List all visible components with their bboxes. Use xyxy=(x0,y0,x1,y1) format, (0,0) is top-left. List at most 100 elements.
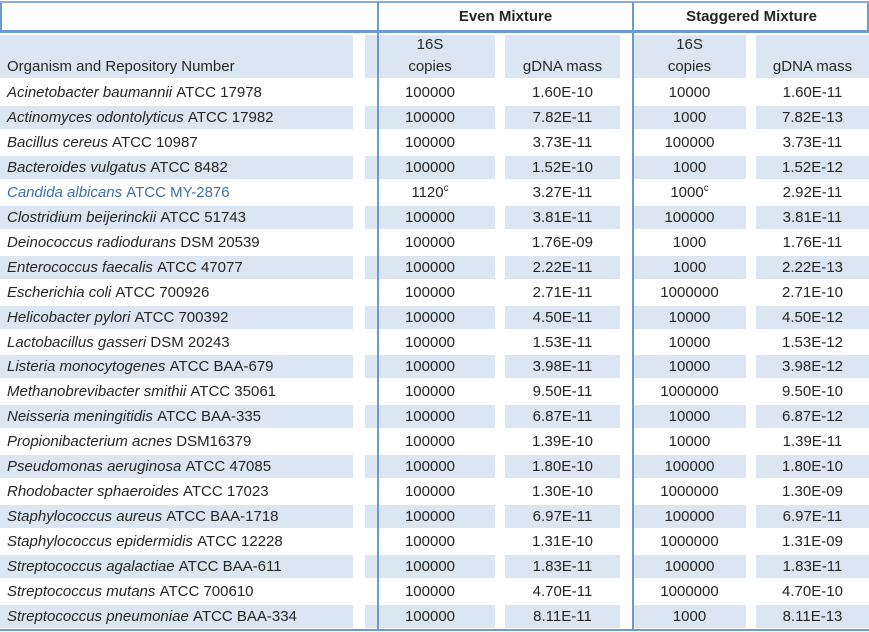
cell-value: 100000 xyxy=(404,108,456,126)
column-gap xyxy=(353,33,365,80)
column-gap xyxy=(746,429,756,455)
column-gap xyxy=(620,579,633,605)
staggered-16s-copies-cell: 10000 xyxy=(633,404,746,430)
even-16s-copies-cell: 100000 xyxy=(365,279,495,305)
cell-value: 1.83E-11 xyxy=(782,558,843,576)
staggered-gdna-mass-cell: 8.11E-13 xyxy=(756,604,869,629)
even-16s-copies-cell: 100000 xyxy=(365,504,495,530)
cell-value: 100000 xyxy=(404,458,456,476)
even-mixture-header: Even Mixture xyxy=(458,8,553,25)
column-gap xyxy=(353,204,365,230)
cell-value: 1000000 xyxy=(660,533,719,551)
column-gap xyxy=(746,80,756,105)
staggered-16s-copies-cell: 100000 xyxy=(633,554,746,580)
species-name: Helicobacter pylori xyxy=(7,308,131,326)
table-row: Escherichia coli ATCC 700926 100000 2.71E-… xyxy=(0,279,869,305)
table-row: Bacillus cereus ATCC 10987 100000 3.73E-11… xyxy=(0,129,869,155)
organism-cell: Lactobacillus gasseri DSM 20243 xyxy=(0,329,353,355)
cell-value: 8.11E-13 xyxy=(782,607,843,625)
species-name: Clostridium beijerinckii xyxy=(7,208,157,226)
table-left-border xyxy=(0,3,2,30)
species-name: Deinococcus radiodurans xyxy=(7,233,177,251)
even-16s-copies-cell: 100000 xyxy=(365,379,495,405)
repository-number: ATCC 17982 xyxy=(183,108,274,126)
organism-cell: Propionibacterium acnes DSM16379 xyxy=(0,429,353,455)
cell-value: 1.60E-11 xyxy=(782,83,843,101)
species-name: Methanobrevibacter smithii xyxy=(7,383,187,401)
staggered-16s-copies-cell: 100000 xyxy=(633,204,746,230)
even-gdna-mass-cell: 6.87E-11 xyxy=(505,404,620,430)
even-gdna-mass-cell: 3.27E-11 xyxy=(505,179,620,205)
organism-cell: Pseudomonas aeruginosa ATCC 47085 xyxy=(0,454,353,480)
footnote-marker: c xyxy=(443,182,449,194)
cell-value: 100000 xyxy=(404,308,456,326)
column-gap xyxy=(495,379,505,405)
cell-value: 1.53E-12 xyxy=(782,333,843,351)
table-row: Streptococcus agalactiae ATCC BAA-611 100… xyxy=(0,554,869,580)
cell-value: 100000 xyxy=(404,533,456,551)
column-gap xyxy=(495,304,505,330)
even-16s-copies-cell: 100000 xyxy=(365,154,495,180)
column-gap xyxy=(620,504,633,530)
table-row: Clostridium beijerinckii ATCC 51743 10000… xyxy=(0,204,869,230)
organism-cell: Streptococcus pneumoniae ATCC BAA-334 xyxy=(0,604,353,629)
even-gdna-mass-cell: 1.76E-09 xyxy=(505,229,620,255)
even-gdna-mass-cell: 9.50E-11 xyxy=(505,379,620,405)
cell-value: 100000 xyxy=(404,358,456,376)
cell-value: 2.71E-11 xyxy=(532,283,593,301)
organism-cell: Listeria monocytogenes ATCC BAA-679 xyxy=(0,354,353,380)
cell-value: 6.97E-11 xyxy=(532,508,593,526)
column-header-band: Organism and Repository Number 16S copie… xyxy=(0,33,869,80)
column-gap xyxy=(495,604,505,629)
cell-value: 9.50E-10 xyxy=(782,383,843,401)
even-gdna-mass-cell: 1.83E-11 xyxy=(505,554,620,580)
column-gap xyxy=(620,354,633,380)
staggered-16s-copies-cell: 1000c xyxy=(633,179,746,205)
column-gap xyxy=(746,129,756,155)
column-gap xyxy=(495,529,505,555)
column-gap xyxy=(353,454,365,480)
species-name: Actinomyces odontolyticus xyxy=(7,108,184,126)
cell-value: 6.97E-11 xyxy=(782,508,843,526)
cell-value: 10000 xyxy=(668,408,711,426)
even-gdna-mass-cell: 1.53E-11 xyxy=(505,329,620,355)
even-gdna-mass-cell: 6.97E-11 xyxy=(505,504,620,530)
column-gap xyxy=(620,529,633,555)
table-row: Streptococcus pneumoniae ATCC BAA-334 100… xyxy=(0,604,869,629)
even-16s-copies-header: 16S copies xyxy=(365,33,495,80)
column-gap xyxy=(746,579,756,605)
even-16s-copies-cell: 100000 xyxy=(365,479,495,505)
cell-value: 100000 xyxy=(404,583,456,601)
even-gdna-mass-cell: 4.50E-11 xyxy=(505,304,620,330)
staggered-gdna-mass-cell: 2.71E-10 xyxy=(756,279,869,305)
cell-value: 100000 xyxy=(404,258,456,276)
even-gdna-mass-cell: 7.82E-11 xyxy=(505,104,620,130)
staggered-gdna-mass-cell: 1.80E-10 xyxy=(756,454,869,480)
cell-value: 2.71E-10 xyxy=(782,283,843,301)
staggered-16s-copies-cell: 10000 xyxy=(633,354,746,380)
column-gap xyxy=(495,154,505,180)
table-row: Candida albicans ATCC MY-2876 1120c 3.27E-… xyxy=(0,179,869,205)
cell-value: 100000 xyxy=(404,607,456,625)
column-gap xyxy=(495,454,505,480)
table-row: Rhodobacter sphaeroides ATCC 17023 100000… xyxy=(0,479,869,505)
species-name: Bacteroides vulgatus xyxy=(7,158,147,176)
even-gdna-mass-cell: 1.80E-10 xyxy=(505,454,620,480)
column-gap xyxy=(746,379,756,405)
column-gap xyxy=(746,279,756,305)
staggered-16s-copies-cell: 10000 xyxy=(633,429,746,455)
organism-cell: Staphylococcus epidermidis ATCC 12228 xyxy=(0,529,353,555)
cell-value: 100000 xyxy=(404,333,456,351)
organism-cell: Actinomyces odontolyticus ATCC 17982 xyxy=(0,104,353,130)
column-gap xyxy=(620,404,633,430)
table-row: Staphylococcus epidermidis ATCC 12228 100… xyxy=(0,529,869,555)
repository-number: DSM16379 xyxy=(172,433,252,451)
staggered-gdna-mass-cell: 9.50E-10 xyxy=(756,379,869,405)
cell-value: 1000 xyxy=(672,158,707,176)
table-row: Neisseria meningitidis ATCC BAA-335 10000… xyxy=(0,404,869,430)
staggered-gdna-mass-cell: 1.30E-09 xyxy=(756,479,869,505)
cell-value: 9.50E-11 xyxy=(532,383,593,401)
cell-value: 100000 xyxy=(404,283,456,301)
even-gdna-mass-cell: 1.31E-10 xyxy=(505,529,620,555)
table-row: Listeria monocytogenes ATCC BAA-679 10000… xyxy=(0,354,869,380)
